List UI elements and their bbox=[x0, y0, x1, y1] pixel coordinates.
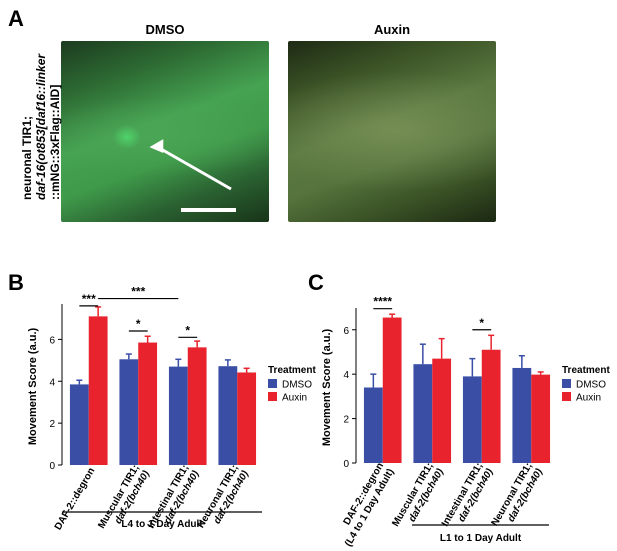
panel-c-legend-swatch-dmso bbox=[562, 379, 571, 388]
panel-b-legend-swatch-dmso bbox=[268, 379, 277, 388]
panel-b-y-tick-label: 6 bbox=[49, 335, 55, 346]
panel-c-legend-label-dmso: DMSO bbox=[576, 380, 606, 391]
panel-b-legend-title: Treatment bbox=[268, 365, 316, 376]
panel-b-y-tick-label: 0 bbox=[49, 461, 55, 472]
panel-b-y-axis-label: Movement Score (a.u.) bbox=[27, 327, 39, 445]
panel-b-bar-dmso bbox=[119, 359, 139, 465]
panel-b-significance-label: * bbox=[136, 317, 141, 331]
panel-c-bar-dmso bbox=[363, 387, 383, 463]
panel-c-y-tick-label: 6 bbox=[343, 326, 349, 337]
panel-c-category-label: Muscular TIR1;daf-2(bch40) bbox=[390, 460, 446, 534]
panel-b-letter: B bbox=[8, 270, 24, 295]
panel-b-bar-auxin bbox=[187, 347, 207, 465]
arrow-head-icon bbox=[149, 139, 164, 154]
panel-c-bar-auxin bbox=[481, 349, 501, 463]
panel-b-bar-auxin bbox=[138, 342, 158, 465]
nucleus-pointer-arrow bbox=[160, 147, 232, 191]
panel-b-legend-label-auxin: Auxin bbox=[282, 393, 307, 404]
panel-b-bar-auxin bbox=[237, 372, 257, 465]
panel-b-bar-dmso bbox=[218, 366, 238, 465]
panel-b-y-tick-label: 4 bbox=[49, 377, 55, 388]
panel-c-legend-swatch-auxin bbox=[562, 392, 571, 401]
panel-c-bar-dmso bbox=[512, 367, 532, 463]
panel-b-bar-dmso bbox=[69, 384, 89, 465]
panel-c-bar-dmso bbox=[413, 364, 433, 463]
panel-b-y-tick-label: 2 bbox=[49, 419, 55, 430]
panel-c-bar-dmso bbox=[462, 376, 482, 463]
panel-c-category-label: DAF-2::degron(L4 to 1 Day Adult) bbox=[333, 461, 397, 549]
panel-b-category-label: DAF-2::degron bbox=[53, 466, 98, 532]
panel-c-legend-label-auxin: Auxin bbox=[576, 393, 601, 404]
panel-b-significance-label: *** bbox=[82, 292, 96, 306]
panel-b-category-label: Neuronal TIR1;daf-2(bch40) bbox=[196, 462, 252, 536]
panel-c-category-label: Intestinal TIR1;daf-2(bch40) bbox=[440, 460, 496, 534]
panel-c-y-axis-label: Movement Score (a.u.) bbox=[321, 328, 333, 446]
panel-c-bar-auxin bbox=[432, 358, 452, 463]
panel-b-legend-label-dmso: DMSO bbox=[282, 380, 312, 391]
panel-b-group-label: L4 to 1 Day Adult bbox=[121, 519, 203, 530]
panel-c-group-label: L1 to 1 Day Adult bbox=[440, 533, 522, 544]
panel-c-bar-auxin bbox=[531, 374, 551, 463]
panel-b-significance-label: * bbox=[185, 323, 190, 337]
panel-a-letter: A bbox=[8, 6, 24, 31]
category-label-line: DAF-2::degron bbox=[53, 466, 98, 532]
panel-b-legend-swatch-auxin bbox=[268, 392, 277, 401]
panel-c-significance-label: * bbox=[479, 316, 484, 330]
dmso-image-title: DMSO bbox=[145, 22, 185, 37]
scale-bar bbox=[181, 208, 236, 212]
auxin-image-title: Auxin bbox=[373, 22, 411, 37]
panel-b-bar-dmso bbox=[168, 366, 188, 465]
panel-c-category-label: Neuronal TIR1;daf-2(bch40) bbox=[490, 460, 546, 534]
auxin-fluorescence-image bbox=[288, 41, 496, 222]
dmso-fluorescence-image bbox=[61, 41, 269, 222]
panel-c-y-tick-label: 2 bbox=[343, 415, 349, 426]
panel-c-y-tick-label: 4 bbox=[343, 370, 349, 381]
panel-c-letter: C bbox=[308, 270, 324, 295]
panel-c-bar-auxin bbox=[382, 317, 402, 463]
panel-c-legend-title: Treatment bbox=[562, 365, 610, 376]
panel-c-y-tick-label: 0 bbox=[343, 459, 349, 470]
panel-b-bar-auxin bbox=[88, 316, 108, 465]
panel-c-significance-label: **** bbox=[373, 295, 392, 309]
panel-b-significance-label: *** bbox=[131, 285, 145, 299]
